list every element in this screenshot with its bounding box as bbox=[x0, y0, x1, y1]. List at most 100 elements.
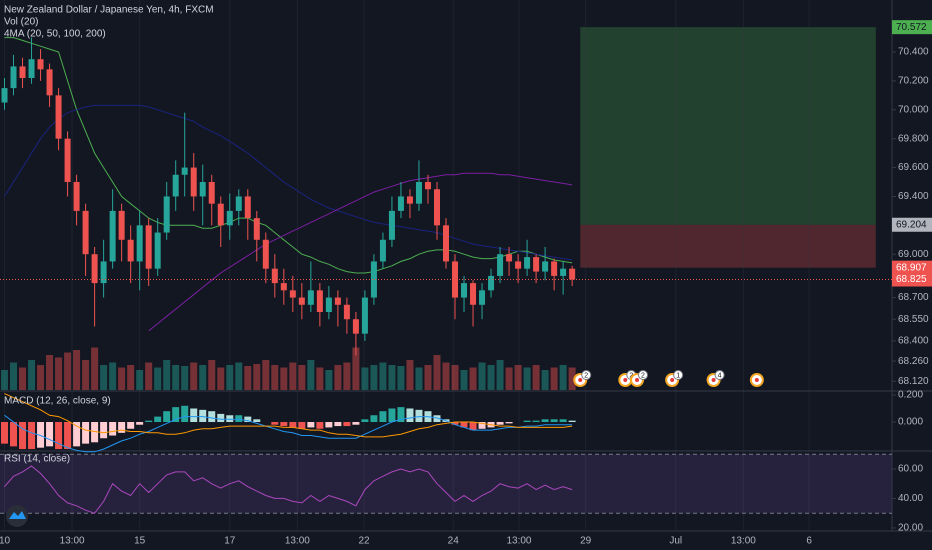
macd-histogram-bar bbox=[316, 422, 324, 429]
rsi-line bbox=[4, 465, 573, 514]
event-dot bbox=[711, 378, 716, 382]
macd-histogram-bar bbox=[244, 416, 252, 423]
volume-bar bbox=[415, 367, 423, 390]
candle-body bbox=[37, 59, 44, 70]
macd-histogram-bar bbox=[118, 422, 126, 433]
y-tick-label: 69.000 bbox=[898, 249, 929, 260]
macd-histogram-bar bbox=[469, 422, 477, 431]
x-tick-label: 24 bbox=[448, 536, 460, 547]
stop-tag bbox=[892, 260, 932, 275]
moving-average bbox=[4, 104, 573, 261]
candle-body bbox=[154, 232, 161, 269]
macd-label: MACD (12, 26, close, 9) bbox=[4, 396, 111, 407]
macd-histogram-bar bbox=[271, 422, 279, 425]
volume-bar bbox=[208, 360, 216, 390]
candle-body bbox=[19, 66, 26, 78]
target-tag-label: 70.572 bbox=[896, 22, 927, 33]
volume-bar bbox=[217, 367, 225, 390]
candle-body bbox=[217, 203, 224, 226]
macd-histogram-bar bbox=[370, 415, 378, 423]
event-dot bbox=[578, 378, 583, 382]
macd-histogram-bar bbox=[127, 422, 135, 429]
candle-body bbox=[1, 88, 8, 103]
macd-histogram-bar bbox=[523, 420, 531, 423]
macd-histogram-bar bbox=[397, 407, 405, 423]
rsi-label: RSI (14, close) bbox=[4, 454, 70, 465]
event-count: 1 bbox=[676, 372, 680, 379]
macd-histogram-bar bbox=[73, 422, 81, 447]
macd-histogram-bar bbox=[343, 422, 351, 427]
volume-bar bbox=[550, 367, 558, 390]
candle-body bbox=[73, 182, 80, 211]
rsi-tick-label: 60.00 bbox=[898, 464, 923, 475]
volume-bar bbox=[73, 350, 81, 390]
volume-bar bbox=[262, 360, 270, 390]
macd-histogram-bar bbox=[217, 413, 225, 423]
volume-bar bbox=[1, 370, 9, 390]
moving-average bbox=[4, 37, 573, 274]
candle-body bbox=[109, 210, 116, 262]
y-tick-label: 69.800 bbox=[898, 133, 929, 144]
x-tick-label: 13:00 bbox=[731, 536, 756, 547]
candle-body bbox=[316, 290, 323, 312]
macd-histogram-bar bbox=[388, 408, 396, 423]
candle-body bbox=[479, 290, 486, 305]
candle-body bbox=[271, 268, 278, 284]
volume-bar bbox=[496, 360, 504, 390]
volume-bar bbox=[316, 367, 324, 390]
event-count: 2 bbox=[629, 372, 633, 379]
volume-bar bbox=[28, 360, 36, 390]
macd-histogram-bar bbox=[64, 422, 72, 450]
macd-histogram-bar bbox=[253, 419, 261, 423]
macd-histogram-bar bbox=[451, 422, 459, 425]
candle-body bbox=[343, 304, 350, 320]
event-badge bbox=[638, 370, 649, 380]
candle-body bbox=[488, 275, 495, 291]
volume-bar bbox=[64, 352, 72, 390]
candle-body bbox=[262, 239, 269, 269]
logo[interactable] bbox=[6, 505, 28, 527]
event-dot bbox=[670, 378, 675, 382]
volume-bar bbox=[343, 362, 351, 390]
signal-line bbox=[4, 393, 573, 438]
candle-body bbox=[406, 196, 413, 204]
macd-histogram-bar bbox=[325, 422, 333, 428]
macd-histogram-bar bbox=[28, 422, 36, 450]
macd-histogram-bar bbox=[568, 420, 576, 423]
macd-histogram-bar bbox=[37, 422, 45, 448]
macd-histogram-bar bbox=[46, 422, 54, 447]
volume-bar bbox=[334, 365, 342, 390]
candle-body bbox=[542, 261, 549, 272]
candle-body bbox=[307, 290, 314, 305]
candle-body bbox=[415, 182, 422, 204]
volume-bar bbox=[541, 370, 549, 390]
volume-bar bbox=[244, 366, 252, 390]
macd-histogram-bar bbox=[307, 422, 315, 428]
macd-histogram-bar bbox=[379, 411, 387, 423]
candle-body bbox=[470, 283, 477, 305]
candle-body bbox=[244, 196, 251, 219]
candle-body bbox=[91, 254, 98, 284]
stop-tag-label: 68.907 bbox=[896, 262, 927, 273]
candle-body bbox=[443, 225, 449, 262]
volume-bar bbox=[190, 362, 198, 390]
candle-body bbox=[352, 319, 359, 334]
entry-tag-label: 69.204 bbox=[896, 219, 927, 230]
macd-histogram-bar bbox=[1, 422, 9, 444]
volume-bar bbox=[172, 365, 180, 390]
volume-bar bbox=[145, 362, 153, 390]
candle-body bbox=[533, 257, 540, 272]
macd-histogram-bar bbox=[559, 419, 567, 423]
macd-histogram-bar bbox=[163, 411, 171, 423]
target-tag bbox=[892, 20, 932, 35]
volume-bar bbox=[532, 365, 540, 390]
candle-body bbox=[515, 261, 522, 269]
candle-body bbox=[172, 174, 179, 197]
volume-bar bbox=[235, 362, 243, 390]
event-dot bbox=[623, 378, 628, 382]
macd-histogram-bar bbox=[208, 411, 216, 423]
candle-body bbox=[524, 257, 531, 269]
event-dot bbox=[754, 378, 759, 382]
